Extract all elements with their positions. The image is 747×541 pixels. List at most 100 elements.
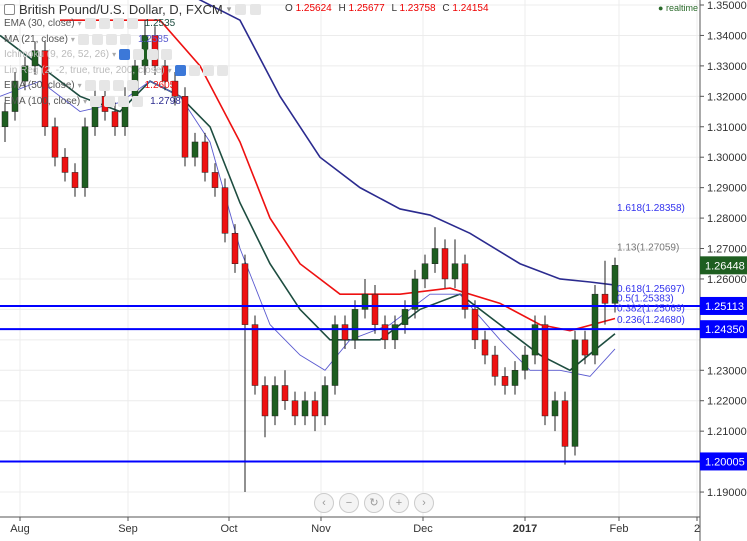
symbol-title[interactable]: British Pound/U.S. Dollar, D, FXCM ▾ <box>4 2 262 17</box>
chevron-down-icon[interactable]: ▾ <box>226 4 232 14</box>
eye-icon[interactable] <box>77 33 89 45</box>
chevron-down-icon[interactable]: ▾ <box>77 81 82 90</box>
gear-icon[interactable] <box>98 18 110 29</box>
gear-icon[interactable] <box>250 4 262 15</box>
candle-body <box>451 263 459 280</box>
fib-label: 1.618(1.28358) <box>617 203 685 214</box>
candle-body <box>551 400 559 417</box>
gear-icon[interactable] <box>104 95 116 107</box>
eye-icon[interactable] <box>84 18 96 29</box>
y-tick-label: 1.34000 <box>707 30 747 42</box>
close-icon[interactable] <box>126 80 138 91</box>
y-tick-label: 1.30000 <box>707 152 747 164</box>
ma-line <box>198 0 616 286</box>
chevron-down-icon[interactable]: ▾ <box>112 50 117 59</box>
legend-label: EMA (50, close) <box>4 80 75 91</box>
minus-button[interactable]: − <box>339 493 359 513</box>
candle-body <box>421 263 429 280</box>
reset-button[interactable]: ↻ <box>364 493 384 513</box>
chevron-down-icon[interactable]: ▾ <box>70 34 75 44</box>
fib-label: 1.13(1.27059) <box>617 243 679 254</box>
legend-item[interactable]: EMA (30, close) ▾ 1.2535 <box>4 18 175 29</box>
legend-label: Ichimoku (9, 26, 52, 26) <box>4 49 110 60</box>
eye-icon[interactable] <box>174 64 186 76</box>
symbol-title-text: British Pound/U.S. Dollar, D, FXCM <box>19 2 223 17</box>
chevron-down-icon[interactable]: ▾ <box>167 65 172 75</box>
price-label: 1.20005 <box>705 456 745 468</box>
legend-value: 1.2798 <box>150 95 181 107</box>
zoom-in-button[interactable]: › <box>414 493 434 513</box>
candle-body <box>371 293 379 325</box>
fib-label: 0.236(1.24680) <box>617 315 685 326</box>
candle-body <box>571 339 579 447</box>
x-tick-label: Aug <box>10 523 30 535</box>
candle-body <box>331 324 339 386</box>
eye-icon[interactable] <box>119 49 131 60</box>
candle-body <box>591 293 599 356</box>
plus-icon[interactable] <box>118 95 130 107</box>
chevron-down-icon[interactable]: ▾ <box>77 19 82 28</box>
legend-item[interactable]: MA (21, close) ▾ 1.2585 <box>4 33 169 45</box>
gear-icon[interactable] <box>91 33 103 45</box>
candle-body <box>401 309 409 325</box>
candle-body <box>381 324 389 341</box>
close-icon[interactable] <box>216 64 228 76</box>
plus-icon[interactable] <box>112 80 124 91</box>
candle-body <box>271 385 279 417</box>
candle-body <box>261 385 269 417</box>
eye-icon[interactable] <box>90 95 102 107</box>
ohlc-readout: O 1.25624 H 1.25677 L 1.23758 C 1.24154 <box>285 3 489 14</box>
candle-body <box>471 309 479 341</box>
legend-item[interactable]: Ichimoku (9, 26, 52, 26) ▾ <box>4 49 179 60</box>
candle-body <box>441 248 449 280</box>
plus-button[interactable]: + <box>389 493 409 513</box>
candle-body <box>281 385 289 401</box>
candle-body <box>11 80 19 112</box>
close-icon[interactable] <box>126 18 138 29</box>
close-icon[interactable] <box>132 95 144 107</box>
candle-body <box>171 80 179 97</box>
candle-body <box>491 354 499 377</box>
plus-icon[interactable] <box>147 49 159 60</box>
x-tick-label: Feb <box>610 523 629 535</box>
close-icon[interactable] <box>119 33 131 45</box>
gear-icon[interactable] <box>98 80 110 91</box>
chevron-down-icon[interactable]: ▾ <box>83 96 88 106</box>
candle-body <box>461 263 469 310</box>
legend-item[interactable]: Lin Reg (2, -2, true, true, 200, close) ▾ <box>4 64 235 76</box>
last-price-bg <box>700 256 747 275</box>
legend-item[interactable]: EMA (50, close) ▾ 1.2605 <box>4 80 175 91</box>
y-tick-label: 1.22000 <box>707 396 747 408</box>
y-tick-label: 1.32000 <box>707 91 747 103</box>
plus-icon[interactable] <box>105 33 117 45</box>
last-price-label: 1.26448 <box>705 260 745 272</box>
fib-label: 0.5(1.25383) <box>617 294 674 305</box>
price-label-bg <box>700 452 747 471</box>
legend-label: EMA (30, close) <box>4 18 75 29</box>
plus-icon[interactable] <box>112 18 124 29</box>
candle-body <box>221 187 229 234</box>
legend-item[interactable]: EMA (100, close) ▾ 1.2798 <box>4 95 181 107</box>
ma-line <box>60 19 616 332</box>
eye-icon[interactable] <box>235 4 247 15</box>
candle-body <box>511 370 519 386</box>
y-tick-label: 1.21000 <box>707 426 747 438</box>
gear-icon[interactable] <box>188 64 200 76</box>
fib-label: 0.382(1.25069) <box>617 303 685 314</box>
close-icon[interactable] <box>161 49 173 60</box>
candle-body <box>81 126 89 188</box>
y-tick-label: 1.19000 <box>707 487 747 499</box>
legend-value: 1.2605 <box>144 80 176 91</box>
zoom-out-button[interactable]: ‹ <box>314 493 334 513</box>
plus-icon[interactable] <box>202 64 214 76</box>
candle-body <box>41 50 49 128</box>
candle-body <box>251 324 259 386</box>
candle-body <box>1 111 9 128</box>
collapse-icon[interactable] <box>4 4 15 15</box>
eye-icon[interactable] <box>84 80 96 91</box>
candle-body <box>31 50 39 67</box>
y-tick-label: 1.26000 <box>707 274 747 286</box>
candle-body <box>601 293 609 304</box>
gear-icon[interactable] <box>133 49 145 60</box>
